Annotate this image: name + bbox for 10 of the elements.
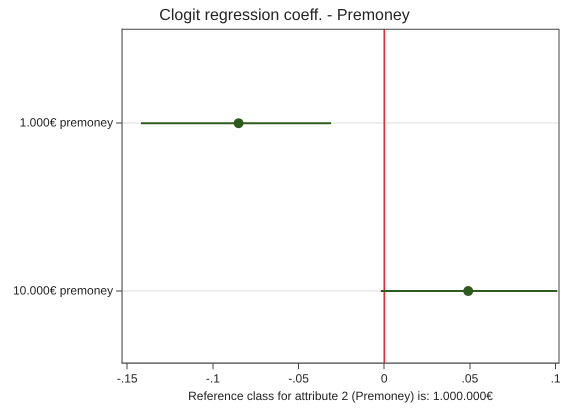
- x-tick-label: .05: [462, 372, 479, 386]
- x-tick-label: .1: [550, 372, 561, 386]
- x-tick-label: -.15: [116, 372, 138, 386]
- x-tick-label: -.05: [288, 372, 310, 386]
- x-tick-label: 0: [380, 372, 388, 386]
- x-axis-title: Reference class for attribute 2 (Premoney) is: 1.000.000€: [188, 389, 494, 404]
- y-tick-label: 10.000€ premoney: [12, 283, 114, 298]
- x-tick-label: -.1: [206, 372, 220, 386]
- chart-title: Clogit regression coeff. - Premoney: [159, 7, 410, 24]
- y-tick-label: 1.000€ premoney: [20, 116, 114, 130]
